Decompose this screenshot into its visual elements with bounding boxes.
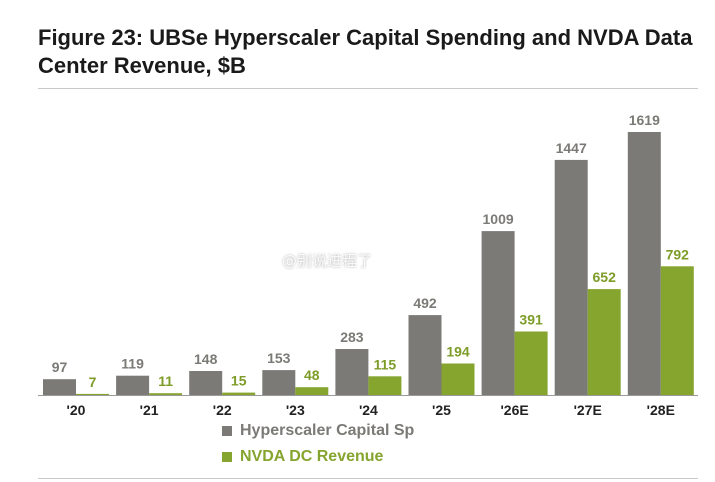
bar-hyperscaler-7 [554,159,588,395]
data-label-nvda-7: 652 [593,269,617,285]
legend-label-nvda: NVDA DC Revenue [240,448,384,465]
bar-hyperscaler-8 [627,132,661,395]
data-label-hyperscaler-2: 148 [194,351,218,367]
x-tick-label-4: '24 [359,402,378,418]
legend-item-hyperscaler: Hyperscaler Capital Sp [222,418,414,444]
data-label-hyperscaler-6: 1009 [483,211,514,227]
data-label-nvda-1: 11 [158,373,173,389]
data-label-nvda-3: 48 [304,367,320,383]
bar-nvda-6 [514,331,548,395]
legend-swatch-hyperscaler [222,426,232,436]
bar-nvda-1 [149,393,183,395]
data-label-hyperscaler-8: 1619 [629,112,660,128]
data-label-hyperscaler-0: 97 [52,359,68,375]
data-label-nvda-4: 115 [374,356,397,372]
data-label-hyperscaler-5: 492 [413,295,437,311]
title-divider [38,88,698,89]
bar-hyperscaler-0 [43,379,76,395]
bar-hyperscaler-1 [116,375,150,395]
data-label-hyperscaler-4: 283 [340,329,364,345]
chart-title: Figure 23: UBSe Hyperscaler Capital Spen… [38,25,693,78]
x-tick-label-0: '20 [67,402,86,418]
x-tick-label-8: '28E [647,402,675,418]
x-tick-label-3: '23 [286,402,305,418]
x-tick-label-6: '26E [500,402,528,418]
bar-nvda-0 [76,393,109,395]
legend-label-hyperscaler: Hyperscaler Capital Sp [240,422,415,439]
data-label-hyperscaler-1: 119 [121,356,144,372]
bar-nvda-2 [222,392,256,395]
x-tick-label-2: '22 [213,402,232,418]
data-label-nvda-6: 391 [519,312,543,328]
data-label-nvda-2: 15 [231,373,247,389]
bar-nvda-5 [441,363,475,395]
bar-nvda-7 [587,289,621,395]
x-tick-label-1: '21 [140,402,159,418]
x-tick-label-7: '27E [574,402,602,418]
bar-nvda-8 [660,266,694,395]
bar-hyperscaler-5 [408,315,442,395]
data-label-nvda-8: 792 [666,246,690,262]
bar-hyperscaler-4 [335,349,369,395]
bar-hyperscaler-2 [189,371,223,395]
data-label-nvda-0: 7 [89,374,97,390]
x-tick-label-5: '25 [432,402,451,418]
data-label-nvda-5: 194 [446,344,470,360]
bar-nvda-4 [368,376,402,395]
bar-nvda-3 [295,387,329,395]
bar-hyperscaler-3 [262,370,296,395]
watermark: @别说进程了 [282,252,373,270]
chart-legend: Hyperscaler Capital Sp NVDA DC Revenue [222,418,414,470]
legend-item-nvda: NVDA DC Revenue [222,444,414,470]
bottom-divider [38,478,698,479]
data-label-hyperscaler-3: 153 [267,350,291,366]
legend-swatch-nvda [222,452,232,462]
bar-hyperscaler-6 [481,231,515,395]
data-label-hyperscaler-7: 1447 [556,140,587,156]
